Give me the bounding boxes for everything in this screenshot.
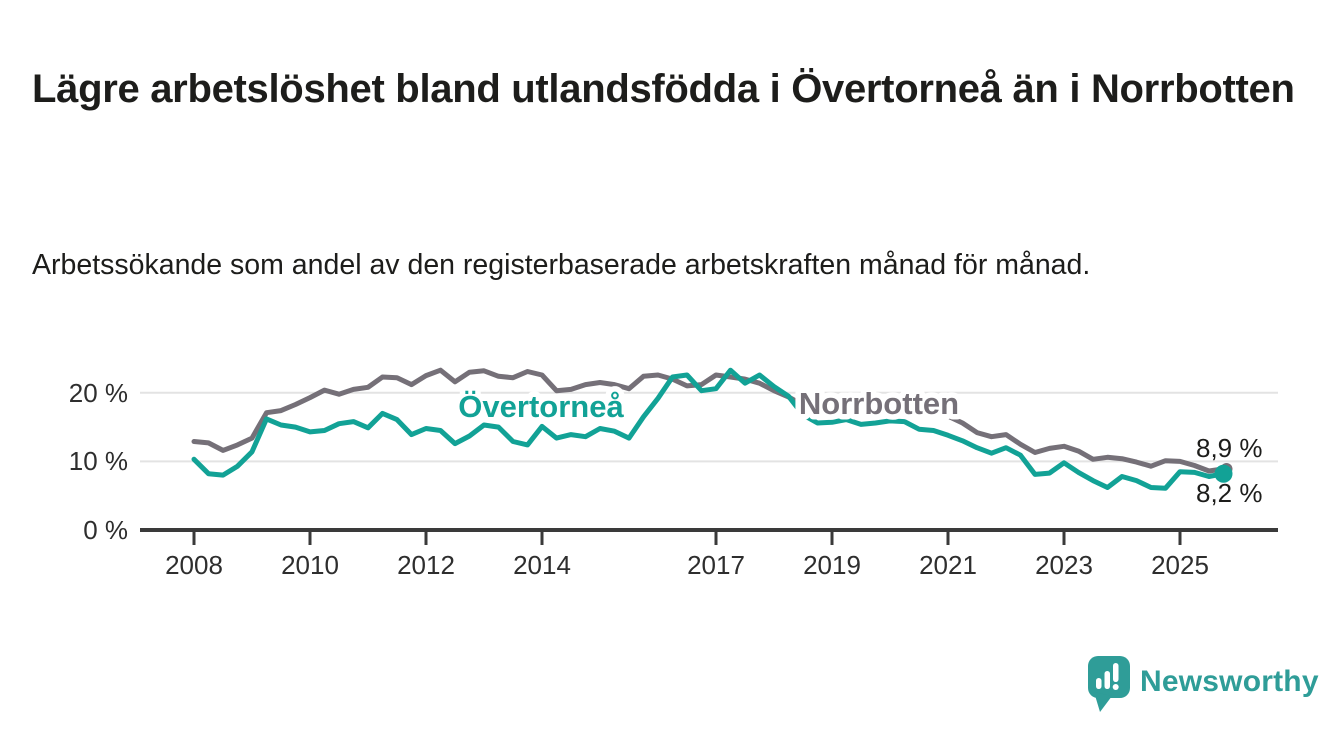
exclamation-bar [1113, 663, 1119, 682]
x-tick-label: 2019 [803, 550, 861, 580]
x-axis [140, 528, 1278, 545]
newsworthy-logo: Newsworthy [1086, 654, 1326, 716]
end-value-label-norrbotten: 8,9 % [1196, 433, 1263, 463]
x-tick-label: 2014 [513, 550, 571, 580]
end-dot-overtornea [1214, 464, 1233, 483]
y-tick-label: 20 % [68, 377, 128, 408]
line-end-dots [1214, 462, 1233, 483]
gridlines [140, 391, 1278, 463]
page-title: Lägre arbetslöshet bland utlandsfödda i … [32, 66, 1295, 111]
data-lines [191, 367, 1226, 491]
series-label-overtornea: Övertorneå [458, 389, 624, 424]
x-tick-label: 2010 [281, 550, 339, 580]
chart-subtitle: Arbetssökande som andel av den registerb… [32, 248, 1091, 281]
speech-bubble-tail [1094, 692, 1112, 712]
newsworthy-logo-icon [1088, 656, 1130, 712]
bar-tall [1104, 671, 1110, 689]
line-norrbotten [191, 367, 1226, 474]
x-tick-label: 2008 [165, 550, 223, 580]
brand-name: Newsworthy [1140, 665, 1319, 698]
x-tick-label: 2021 [919, 550, 977, 580]
bar-small [1096, 678, 1102, 689]
x-tick-label: 2023 [1035, 550, 1093, 580]
x-tick-label: 2012 [397, 550, 455, 580]
line-overtornea [191, 367, 1226, 491]
end-value-label-overtornea: 8,2 % [1196, 478, 1263, 508]
y-tick-label: 10 % [68, 446, 128, 477]
series-label-norrbotten: Norrbotten [799, 386, 959, 421]
exclamation-dot [1112, 684, 1119, 690]
y-tick-label: 0 % [83, 515, 128, 545]
x-tick-label: 2017 [687, 550, 745, 580]
x-tick-label: 2025 [1151, 550, 1209, 580]
